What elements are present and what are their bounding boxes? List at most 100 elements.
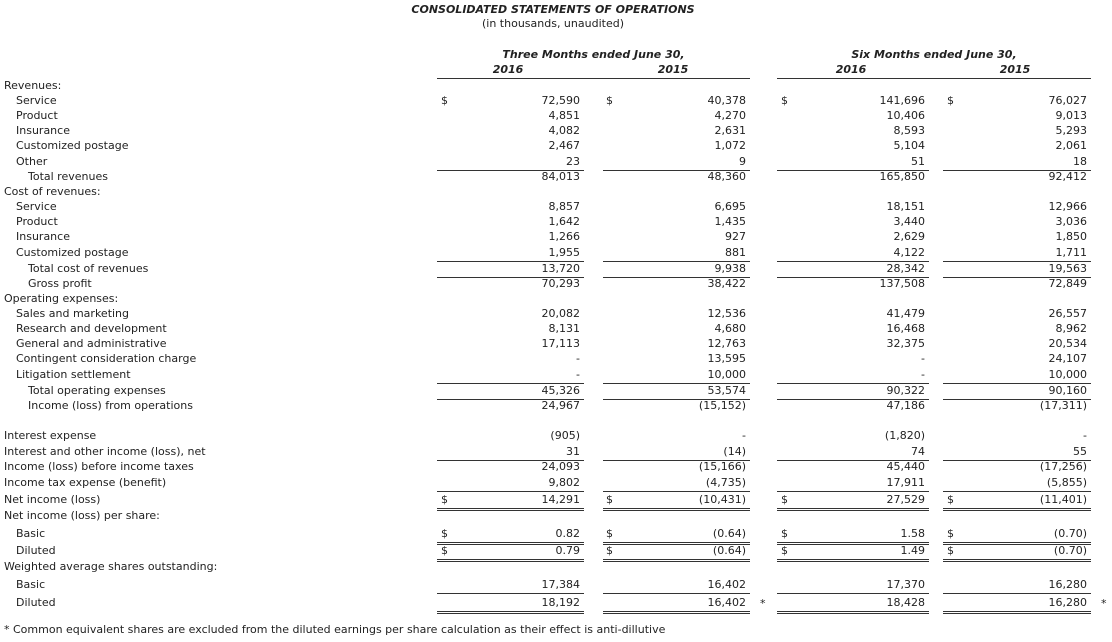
- row-label: Total revenues: [28, 170, 108, 183]
- cell-value: 55: [1073, 445, 1087, 458]
- row-label: Customized postage: [16, 246, 129, 259]
- cell-value: 16,280: [1048, 578, 1088, 591]
- double-underline: [437, 508, 584, 511]
- underline: [437, 277, 584, 278]
- cell-value: 16,402: [707, 596, 747, 609]
- cell-value: 10,000: [707, 368, 747, 381]
- cell-value: 17,384: [541, 578, 581, 591]
- cell-value: 4,270: [714, 109, 747, 122]
- header-rule: [777, 78, 1091, 79]
- cell-value: 1,266: [548, 230, 581, 243]
- cell-value: 28,342: [886, 262, 926, 275]
- cell-note: *: [760, 597, 766, 610]
- row-label: Litigation settlement: [16, 368, 131, 381]
- cell-value: 1,072: [714, 139, 747, 152]
- underline: [777, 491, 929, 492]
- underline: [603, 383, 750, 384]
- row-label: Customized postage: [16, 139, 129, 152]
- row-label: Service: [16, 200, 57, 213]
- double-underline: [777, 611, 929, 614]
- row-label: Operating expenses:: [4, 292, 119, 305]
- cell-value: 4,680: [714, 322, 747, 335]
- title: CONSOLIDATED STATEMENTS OF OPERATIONS: [411, 3, 695, 16]
- cell-value: 2,631: [714, 124, 747, 137]
- currency-sign: $: [441, 527, 448, 540]
- currency-sign: $: [606, 94, 613, 107]
- cell-value: 51: [911, 155, 925, 168]
- cell-value: 8,593: [893, 124, 926, 137]
- underline: [943, 491, 1091, 492]
- cell-value: 16,402: [707, 578, 747, 591]
- cell-value: 70,293: [541, 277, 581, 290]
- cell-value: (1,820): [884, 429, 925, 442]
- currency-sign: $: [781, 94, 788, 107]
- row-label: General and administrative: [16, 337, 167, 350]
- cell-value: 17,370: [886, 578, 926, 591]
- cell-value: 23: [566, 155, 580, 168]
- cell-value: 1,955: [548, 246, 581, 259]
- underline: [943, 399, 1091, 400]
- underline: [603, 460, 750, 461]
- cell-value: 3,036: [1055, 215, 1088, 228]
- cell-value: (5,855): [1046, 476, 1087, 489]
- cell-value: 90,160: [1048, 384, 1088, 397]
- cell-value: -: [576, 368, 580, 381]
- cell-value: 26,557: [1048, 307, 1088, 320]
- cell-value: 2,629: [893, 230, 926, 243]
- cell-value: 12,966: [1048, 200, 1088, 213]
- cell-value: 1,435: [714, 215, 747, 228]
- cell-value: (0.70): [1053, 527, 1087, 540]
- double-underline: [943, 611, 1091, 614]
- cell-value: -: [921, 368, 925, 381]
- underline: [943, 261, 1091, 262]
- cell-value: 20,534: [1048, 337, 1088, 350]
- cell-note: *: [1101, 597, 1107, 610]
- currency-sign: $: [606, 493, 613, 506]
- double-underline: [437, 542, 584, 545]
- row-label: Other: [16, 155, 48, 168]
- cell-value: 8,131: [548, 322, 581, 335]
- cell-value: 1.58: [900, 527, 926, 540]
- row-label: Interest and other income (loss), net: [4, 445, 206, 458]
- cell-value: (4,735): [705, 476, 746, 489]
- cell-value: 27,529: [886, 493, 926, 506]
- cell-value: 3,440: [893, 215, 926, 228]
- currency-sign: $: [947, 493, 954, 506]
- cell-value: 5,293: [1055, 124, 1088, 137]
- double-underline: [777, 508, 929, 511]
- cell-value: 40,378: [707, 94, 747, 107]
- column-group-header: Six Months ended June 30,: [851, 48, 1017, 61]
- underline: [943, 277, 1091, 278]
- currency-sign: $: [947, 544, 954, 557]
- cell-value: 17,113: [541, 337, 581, 350]
- underline: [777, 593, 929, 594]
- cell-value: 45,440: [886, 460, 926, 473]
- double-underline: [437, 559, 584, 562]
- cell-value: 1,711: [1055, 246, 1088, 259]
- cell-value: 2,467: [548, 139, 581, 152]
- row-label: Insurance: [16, 230, 70, 243]
- underline: [777, 277, 929, 278]
- cell-value: 17,911: [886, 476, 926, 489]
- row-label: Income tax expense (benefit): [4, 476, 167, 489]
- cell-value: 53,574: [707, 384, 747, 397]
- cell-value: 4,082: [548, 124, 581, 137]
- cell-value: (17,256): [1039, 460, 1087, 473]
- cell-value: (15,152): [698, 399, 746, 412]
- double-underline: [777, 559, 929, 562]
- cell-value: 5,104: [893, 139, 926, 152]
- row-label: Weighted average shares outstanding:: [4, 560, 218, 573]
- underline: [777, 460, 929, 461]
- row-label: Revenues:: [4, 79, 62, 92]
- cell-value: 92,412: [1048, 170, 1088, 183]
- currency-sign: $: [781, 527, 788, 540]
- cell-value: 13,720: [541, 262, 581, 275]
- cell-value: (17,311): [1039, 399, 1087, 412]
- currency-sign: $: [947, 527, 954, 540]
- currency-sign: $: [606, 544, 613, 557]
- underline: [777, 399, 929, 400]
- cell-value: 881: [725, 246, 746, 259]
- cell-value: (11,401): [1039, 493, 1087, 506]
- cell-value: (10,431): [698, 493, 746, 506]
